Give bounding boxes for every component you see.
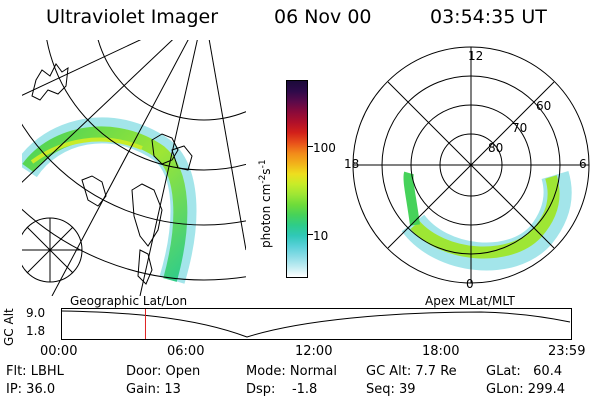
time-label: 03:54:35 UT (430, 6, 547, 28)
apex-polar-plot: 12 18 6 0 60 70 80 (344, 46, 590, 291)
status-dsp: Dsp: -1.8 (246, 382, 318, 397)
mlt-label-18: 18 (344, 157, 359, 171)
altitude-timeline[interactable] (61, 308, 572, 342)
lat-label-70: 70 (512, 121, 527, 135)
status-gain: Gain: 13 (126, 382, 181, 397)
mlt-label-12: 12 (468, 49, 483, 63)
colorbar-tick-mark (308, 234, 313, 235)
altitude-curve (61, 310, 571, 338)
timeline-xtick-3: 18:00 (422, 344, 460, 359)
status-door: Door: Open (126, 364, 201, 379)
timeline-xtick-1: 06:00 (167, 344, 205, 359)
timeline-axis-label: GC Alt (2, 308, 16, 346)
colorbar-label: photon cm-2s-1 (258, 159, 273, 248)
aurora-bright (30, 137, 143, 164)
timeline-xtick-0: 00:00 (40, 344, 78, 359)
timeline-frame (61, 308, 572, 340)
geographic-map-frame (22, 40, 248, 298)
mlt-label-0: 0 (466, 277, 474, 291)
status-ip: IP: 36.0 (6, 382, 56, 397)
polar-aurora-dusk (403, 171, 420, 226)
colorbar-tick-100: 100 (313, 141, 336, 155)
colorbar-tick-mark (308, 146, 313, 147)
colorbar-gradient (287, 81, 307, 277)
status-gc-alt: GC Alt: 7.7 Re (366, 364, 457, 379)
lat-label-80: 80 (488, 141, 503, 155)
date-label: 06 Nov 00 (274, 6, 372, 28)
status-mode: Mode: Normal (246, 364, 337, 379)
timeline-ytick-high: 9.0 (26, 306, 46, 320)
status-seq: Seq: 39 (366, 382, 416, 397)
geographic-map (22, 40, 246, 296)
colorbar-tick-10: 10 (313, 229, 329, 243)
polar-aurora-oval (410, 175, 560, 259)
timeline-ytick-low: 1.8 (26, 324, 46, 338)
status-glat: GLat: 60.4 (486, 364, 563, 379)
timeline-xtick-2: 12:00 (295, 344, 333, 359)
aurora-oval (22, 126, 188, 282)
lat-label-60: 60 (536, 99, 551, 113)
status-filter: Flt: LBHL (6, 364, 64, 379)
status-glon: GLon: 299.4 (486, 382, 566, 397)
geographic-panel-label: Geographic Lat/Lon (70, 294, 188, 308)
mlt-label-6: 6 (579, 157, 587, 171)
apex-panel-label: Apex MLat/MLT (425, 294, 515, 308)
timeline-xtick-4: 23:59 (548, 344, 586, 359)
instrument-title: Ultraviolet Imager (46, 6, 219, 28)
colorbar (286, 80, 308, 278)
